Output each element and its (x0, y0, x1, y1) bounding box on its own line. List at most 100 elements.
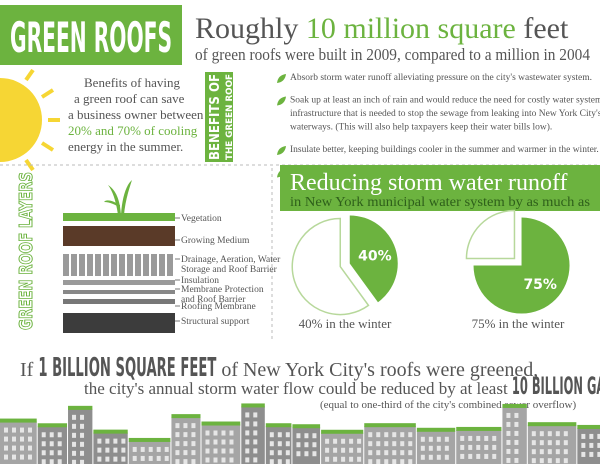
green-roof (37, 423, 68, 428)
green-roof (321, 429, 364, 434)
window (285, 441, 290, 447)
window (4, 427, 8, 433)
window (148, 446, 153, 452)
green-roof (577, 424, 600, 429)
window (555, 458, 560, 464)
window (132, 446, 137, 452)
window (72, 432, 77, 438)
window (175, 441, 180, 447)
window (253, 457, 258, 463)
storm-subtitle: in New York municipal water system by as… (290, 195, 590, 210)
window (376, 441, 381, 447)
window (41, 441, 46, 447)
window (12, 454, 16, 460)
window (597, 442, 600, 448)
window (277, 459, 282, 464)
window (325, 438, 330, 444)
window (245, 439, 250, 445)
sun-note-line: Benefits of having (84, 75, 181, 90)
window (245, 457, 250, 463)
layer-label: Storage and Roof Barrier (181, 264, 278, 275)
window (384, 432, 389, 438)
window (476, 453, 481, 459)
plant (104, 180, 132, 215)
window (285, 450, 290, 456)
window (57, 459, 62, 464)
window (221, 448, 226, 454)
window (460, 435, 465, 441)
benefits-title-2: THE GREEN ROOF (225, 74, 235, 160)
window (175, 432, 180, 438)
window (492, 453, 497, 459)
building (577, 427, 600, 464)
window (492, 435, 497, 441)
window (285, 432, 290, 438)
window (506, 439, 511, 445)
window (597, 433, 600, 439)
window (97, 456, 102, 462)
window (183, 450, 188, 456)
window (105, 447, 110, 453)
title-block (0, 5, 182, 65)
window (547, 440, 552, 446)
window (205, 439, 210, 445)
window (269, 432, 274, 438)
layer-label: Structural support (181, 317, 250, 327)
green-roof (201, 421, 241, 426)
building (241, 406, 265, 464)
window (113, 438, 118, 444)
green-roof (68, 405, 93, 410)
window (341, 456, 346, 462)
footer-line-2-text: the city's annual storm water flow could… (84, 379, 508, 398)
window (296, 433, 301, 439)
window (460, 453, 465, 459)
green-roof (241, 403, 265, 408)
green-roof (128, 437, 171, 442)
window (221, 457, 226, 463)
window (531, 449, 536, 455)
window (183, 432, 188, 438)
window (547, 449, 552, 455)
window (506, 421, 511, 427)
window (444, 436, 449, 442)
window (221, 439, 226, 445)
window (245, 412, 250, 418)
window (20, 454, 24, 460)
window (183, 459, 188, 464)
window (408, 441, 413, 447)
layer-drainage (103, 254, 109, 276)
window (555, 440, 560, 446)
benefit-text: infrastructure that is needed to stop th… (290, 108, 600, 119)
window (277, 441, 282, 447)
green-roof (364, 423, 416, 428)
window (304, 433, 309, 439)
green-roof (416, 427, 456, 432)
window (164, 455, 169, 461)
window (191, 450, 196, 456)
window (349, 438, 354, 444)
window (269, 459, 274, 464)
window (80, 414, 85, 420)
window (392, 441, 397, 447)
window (213, 430, 218, 436)
window (428, 454, 433, 460)
window (539, 449, 544, 455)
layer-label: Drainage, Aeration, Water (181, 255, 281, 265)
pie-wedge (349, 215, 398, 303)
window (400, 450, 405, 456)
window (41, 432, 46, 438)
window (484, 453, 489, 459)
window (563, 440, 568, 446)
pie-rest (291, 217, 370, 316)
layer-structural (63, 313, 175, 333)
window (57, 441, 62, 447)
window (72, 414, 77, 420)
window (384, 441, 389, 447)
layer-drainage (63, 254, 69, 276)
window (368, 450, 373, 456)
layer-drainage (135, 254, 141, 276)
window (28, 454, 32, 460)
bullet-leaf (277, 146, 286, 155)
layer-vegetation (63, 213, 175, 221)
